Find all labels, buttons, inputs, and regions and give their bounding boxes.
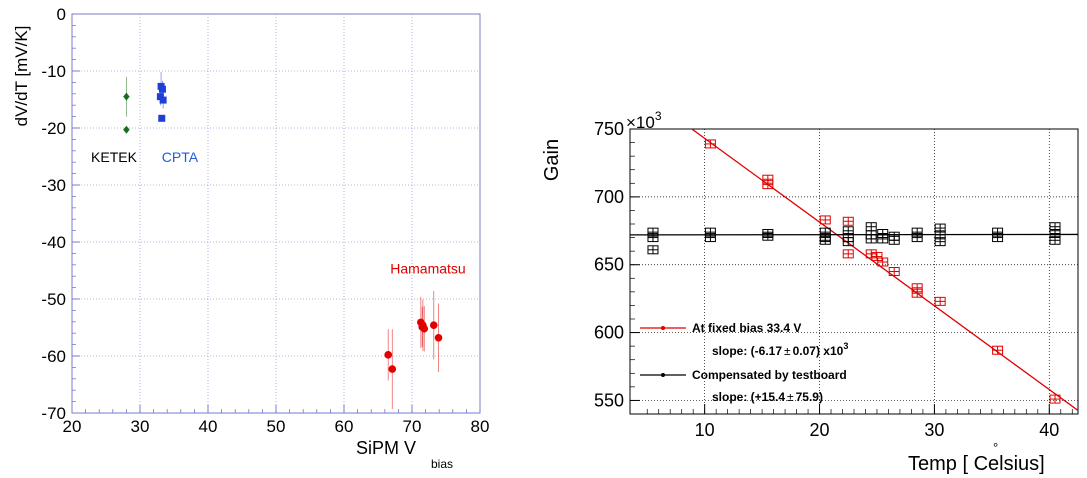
left-y-tick-label: -60 <box>41 347 66 366</box>
right-y-tick-label: 600 <box>594 323 624 343</box>
right-x-tick-label: 30 <box>924 420 944 440</box>
left-point-hamamatsu <box>429 321 438 330</box>
right-x-tick-label: 20 <box>810 420 830 440</box>
right-y-exponent: ×103 <box>626 109 662 132</box>
left-point-cpta <box>158 114 166 122</box>
left-point-hamamatsu <box>418 323 427 331</box>
left-y-tick-label: -40 <box>41 233 66 252</box>
right-y-tick-label: 750 <box>594 119 624 139</box>
left-point-hamamatsu <box>434 333 443 342</box>
right-x-degree-mark: ° <box>993 440 998 455</box>
right-y-tick-label: 550 <box>594 390 624 410</box>
left-y-tick-label: -10 <box>41 62 66 81</box>
left-y-tick-label: -70 <box>41 404 66 423</box>
left-point-ketek <box>123 92 130 101</box>
legend-label-fixed: At fixed bias 33.4 V <box>692 321 801 335</box>
left-x-axis-label-subscript: bias <box>431 457 453 471</box>
right-y-tick-label: 700 <box>594 187 624 207</box>
left-x-tick-label: 80 <box>471 417 490 436</box>
left-point-ketek <box>123 125 130 134</box>
legend-marker-compensated <box>661 373 665 377</box>
left-x-tick-label: 40 <box>199 417 218 436</box>
left-x-tick-label: 30 <box>131 417 150 436</box>
right-x-axis-label: Temp [ Celsius] <box>908 453 1045 475</box>
left-point-hamamatsu <box>388 365 397 373</box>
left-x-tick-label: 50 <box>267 417 286 436</box>
right-y-tick-label: 650 <box>594 255 624 275</box>
right-y-axis-label: Gain <box>541 139 563 181</box>
legend-sublabel-compensated: slope: (+15.4 ±75.9) <box>712 390 823 404</box>
right-data-marks <box>647 139 1061 404</box>
left-annotation: Hamamatsu <box>390 260 465 276</box>
left-annotations: KETEK CPTA Hamamatsu <box>91 149 466 276</box>
left-chart: 20 30 40 50 60 70 80 0 -10 -20 -30 -40 -50 -60 -70 KET… <box>12 5 489 471</box>
right-x-tick-label: 10 <box>695 420 715 440</box>
right-tick-labels: 10 20 30 40 550 600 650 700 750 <box>594 119 1059 440</box>
right-x-tick-label: 40 <box>1039 420 1059 440</box>
left-y-tick-label: -20 <box>41 119 66 138</box>
left-x-tick-label: 60 <box>335 417 354 436</box>
right-fit-lines <box>630 129 1078 411</box>
legend-label-compensated: Compensated by testboard <box>692 368 847 382</box>
left-y-tick-label: 0 <box>57 5 66 24</box>
left-annotation: CPTA <box>162 149 199 165</box>
left-grid <box>71 13 481 414</box>
right-fit-line <box>690 129 1078 411</box>
left-x-axis-label: SiPM V <box>356 438 416 458</box>
left-point-cpta <box>159 96 167 104</box>
left-tick-labels: 20 30 40 50 60 70 80 0 -10 -20 -30 -40 -50 -60 -70 <box>41 5 489 436</box>
left-point-cpta <box>158 85 166 93</box>
left-x-tick-label: 70 <box>403 417 422 436</box>
legend-marker-fixed <box>661 326 665 330</box>
right-grid <box>630 128 1078 415</box>
left-y-axis-label: dV/dT [mV/K] <box>12 26 31 127</box>
left-y-tick-label: -50 <box>41 290 66 309</box>
left-data-marks <box>123 72 443 410</box>
left-annotation: KETEK <box>91 149 138 165</box>
left-y-tick-label: -30 <box>41 176 66 195</box>
right-chart: 10 20 30 40 550 600 650 700 750 Gain ×103 Temp [… <box>541 109 1079 475</box>
right-legend: At fixed bias 33.4 V slope: (-6.17 ±0.07)… <box>640 321 848 404</box>
left-point-hamamatsu <box>384 351 393 359</box>
legend-sublabel-fixed: slope: (-6.17 ±0.07) x103 <box>712 341 848 358</box>
left-x-tick-label: 20 <box>63 417 82 436</box>
